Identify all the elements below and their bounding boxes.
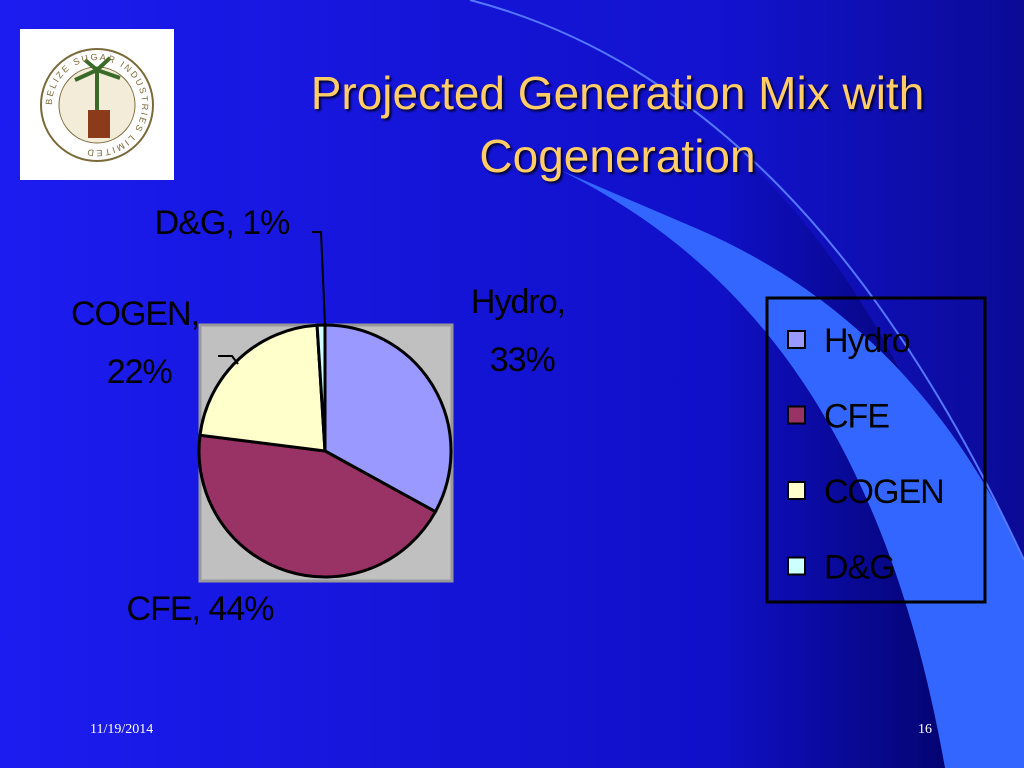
data-label: CFE, 44% [127, 590, 275, 628]
data-label: D&G, 1% [155, 204, 290, 242]
leader-line [312, 231, 326, 326]
data-label-line: 22% [98, 353, 172, 391]
pie-slice [323, 323, 453, 514]
pie-slice [197, 433, 438, 579]
data-label: COGEN, 22% [71, 295, 199, 391]
legend-swatch [787, 556, 806, 576]
legend-label: CFE [824, 398, 889, 436]
swoosh-shade [470, 0, 1024, 768]
footer-page: 16 [918, 722, 932, 737]
legend-label: Hydro [824, 322, 910, 360]
legend-swatch [787, 481, 806, 500]
footer-date: 11/19/2014 [90, 722, 153, 737]
legend-label: D&G [824, 549, 895, 587]
data-label-line: Hydro, [471, 283, 565, 321]
data-label-line: COGEN, [71, 295, 199, 333]
swoosh [560, 170, 1024, 768]
legend-box [765, 296, 987, 604]
logo-figure [88, 110, 110, 138]
pie-slice [198, 323, 327, 453]
logo-ring [40, 48, 154, 162]
logo-palm [74, 56, 121, 110]
legend-swatch [787, 330, 806, 349]
leader-line [218, 355, 239, 365]
swoosh-line [469, 0, 1024, 561]
chart-title: Projected Generation Mix with Cogenerati… [310, 67, 925, 182]
data-label: Hydro, 33% [471, 283, 565, 379]
legend-swatch [787, 405, 806, 425]
data-label-line: 33% [481, 341, 555, 379]
legend-label: COGEN [824, 473, 944, 511]
